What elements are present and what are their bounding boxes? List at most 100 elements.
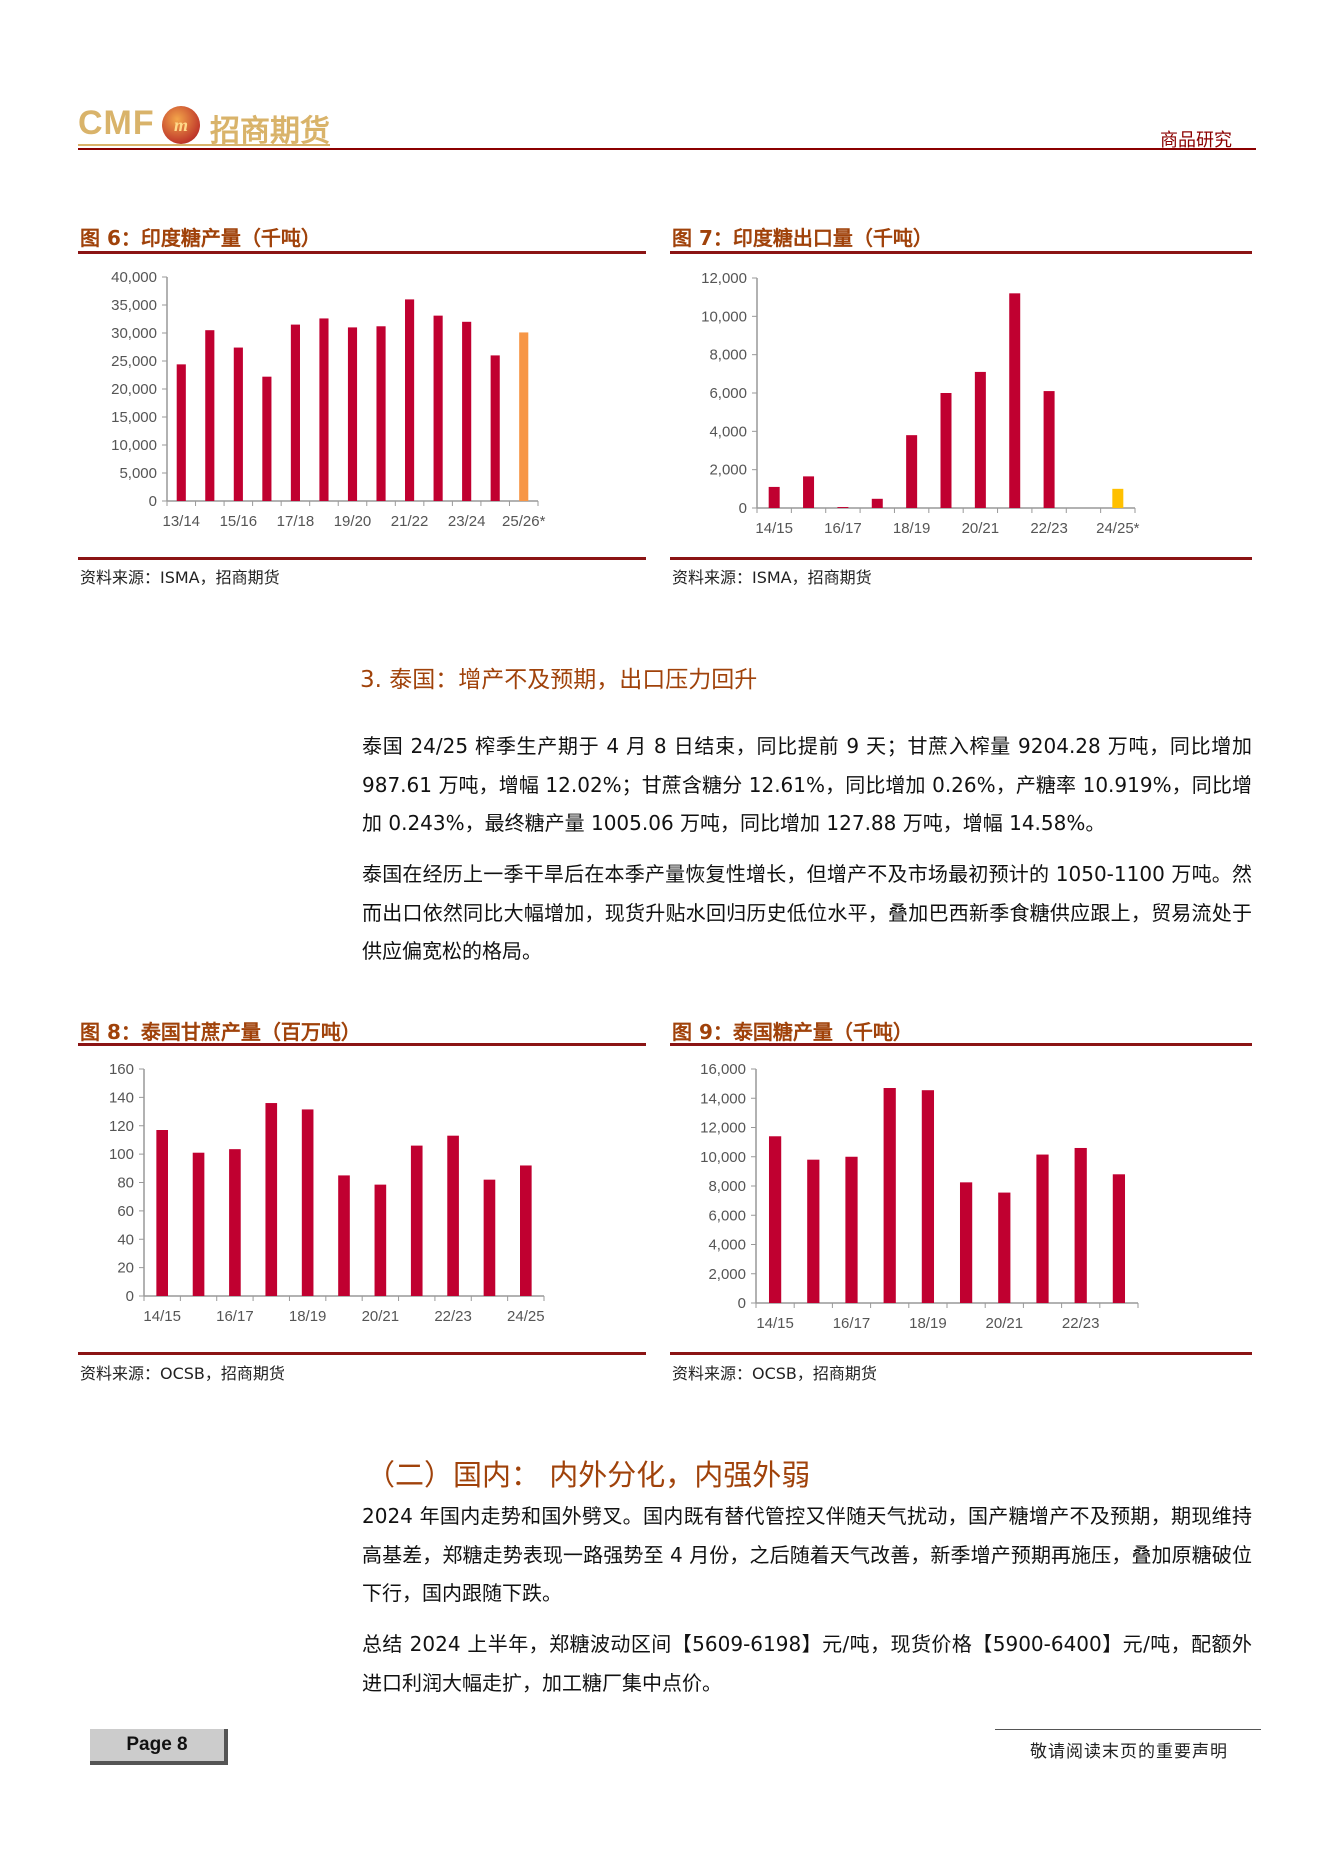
bar-13/14 (176, 364, 186, 501)
bar-19/20 (959, 1182, 973, 1303)
figure-6-source: 资料来源：ISMA，招商期货 (80, 568, 280, 587)
y-tick-label: 4,000 (708, 1237, 746, 1254)
y-tick-label: 0 (738, 1295, 746, 1312)
y-tick-label: 12,000 (701, 270, 747, 287)
bar-14/15 (768, 1136, 782, 1303)
logo-underline (78, 144, 330, 146)
bar-18/19 (906, 435, 918, 508)
x-tick-label: 16/17 (216, 1308, 254, 1325)
y-tick-label: 5,000 (119, 465, 157, 482)
x-tick-label: 22/23 (1030, 520, 1068, 537)
bar-20/21 (974, 371, 986, 508)
figure-9-bottom-rule (670, 1352, 1252, 1355)
bar-25/26* (519, 332, 529, 501)
bar-22/23 (447, 1135, 459, 1296)
y-tick-label: 2,000 (708, 1266, 746, 1283)
bar-17/18 (265, 1103, 278, 1296)
bar-16/17 (229, 1149, 241, 1296)
bar-15/16 (803, 476, 815, 508)
logo-cmf: CMF (78, 104, 155, 142)
x-tick-label: 20/21 (362, 1308, 400, 1325)
bar-24/25* (1112, 488, 1124, 508)
x-tick-label: 15/16 (220, 513, 258, 530)
y-tick-label: 0 (149, 493, 157, 510)
y-tick-label: 60 (117, 1203, 134, 1220)
bar-17/18 (871, 498, 883, 508)
figure-6-chart: 0 5,000 10,000 15,000 20,000 25,000 30,000 35,0… (111, 269, 546, 530)
figure-9-chart: 0 2,000 4,000 6,000 8,000 10,000 12,000 14,000 1… (700, 1061, 1139, 1332)
bar-19/20 (338, 1175, 350, 1296)
y-tick-label: 100 (109, 1146, 134, 1163)
bar-19/20 (940, 393, 952, 508)
page-number: Page 8 (90, 1729, 228, 1765)
figure-9-top-rule (670, 1043, 1252, 1046)
figure-9-source: 资料来源：OCSB，招商期货 (672, 1364, 877, 1383)
x-tick-label: 14/15 (143, 1308, 181, 1325)
y-tick-label: 10,000 (111, 437, 157, 454)
figure-7-top-rule (670, 251, 1252, 254)
figure-8-bottom-rule (78, 1352, 646, 1355)
figure-7-title: 图 7：印度糖出口量（千吨） (672, 226, 933, 250)
figure-9-title: 图 9：泰国糖产量（千吨） (672, 1020, 913, 1044)
x-tick-label: 25/26* (502, 513, 546, 530)
y-tick-label: 6,000 (709, 385, 747, 402)
bar-20/21 (998, 1192, 1011, 1303)
bar-15/16 (807, 1159, 820, 1303)
x-tick-label: 24/25* (1096, 520, 1140, 537)
x-tick-label: 24/25 (507, 1308, 545, 1325)
x-tick-label: 22/23 (1062, 1315, 1100, 1332)
section-3-paragraph-1: 泰国 24/25 榨季生产期于 4 月 8 日结束，同比提前 9 天；甘蔗入榨量… (362, 734, 1252, 835)
bar-14/15 (768, 486, 780, 508)
y-tick-label: 35,000 (111, 297, 157, 314)
x-tick-label: 21/22 (391, 513, 429, 530)
section-domestic-heading: （二）国内： 内外分化，内强外弱 (366, 1458, 811, 1492)
bar-15/16 (233, 347, 243, 501)
y-tick-label: 8,000 (708, 1178, 746, 1195)
y-tick-label: 140 (109, 1089, 134, 1106)
y-tick-label: 20 (117, 1260, 134, 1277)
x-tick-label: 18/19 (893, 520, 931, 537)
y-tick-label: 14,000 (700, 1090, 746, 1107)
y-tick-label: 2,000 (709, 462, 747, 479)
figure-6-top-rule (78, 251, 646, 254)
section-domestic-paragraph-2: 总结 2024 上半年，郑糖波动区间【5609-6198】元/吨，现货价格【59… (362, 1632, 1252, 1695)
section-domestic-paragraph-1: 2024 年国内走势和国外劈叉。国内既有替代管控又伴随天气扰动，国产糖增产不及预… (362, 1504, 1252, 1605)
x-tick-label: 20/21 (986, 1315, 1024, 1332)
x-tick-label: 14/15 (755, 520, 793, 537)
x-tick-label: 16/17 (833, 1315, 871, 1332)
x-tick-label: 16/17 (824, 520, 862, 537)
x-tick-label: 22/23 (434, 1308, 472, 1325)
x-tick-label: 18/19 (909, 1315, 947, 1332)
bar-24/25 (520, 1165, 532, 1296)
bar-23/24 (462, 321, 472, 501)
bar-16/17 (837, 507, 849, 508)
y-tick-label: 8,000 (709, 347, 747, 364)
x-tick-label: 19/20 (334, 513, 372, 530)
bar-20/21 (376, 326, 386, 501)
y-tick-label: 20,000 (111, 381, 157, 398)
bar-21/22 (405, 299, 415, 501)
figure-8-chart: 0 20 40 60 80 100 120 140 160 14/15 16/17 18/19 20/2… (109, 1061, 545, 1325)
figure-7-chart: 0 2,000 4,000 6,000 8,000 10,000 12,000 14/15 16… (701, 270, 1140, 537)
figure-7-bottom-rule (670, 557, 1252, 560)
y-tick-label: 12,000 (700, 1120, 746, 1137)
x-tick-label: 17/18 (277, 513, 315, 530)
y-tick-label: 6,000 (708, 1207, 746, 1224)
y-tick-label: 120 (109, 1118, 134, 1135)
y-tick-label: 40,000 (111, 269, 157, 286)
bar-24/25 (490, 355, 500, 501)
bar-21/22 (410, 1145, 423, 1296)
x-tick-label: 18/19 (289, 1308, 327, 1325)
x-tick-label: 20/21 (962, 520, 1000, 537)
y-tick-label: 0 (739, 500, 747, 517)
bar-18/19 (301, 1109, 314, 1296)
y-tick-label: 25,000 (111, 353, 157, 370)
header-divider (78, 148, 1256, 150)
section-3-heading: 3. 泰国：增产不及预期，出口压力回升 (360, 667, 758, 693)
bar-17/18 (290, 324, 300, 501)
logo-company-name: 招商期货 (210, 114, 330, 149)
bar-22/23 (433, 315, 443, 501)
y-tick-label: 0 (126, 1288, 134, 1305)
y-tick-label: 160 (109, 1061, 134, 1078)
footer-divider (995, 1729, 1261, 1730)
